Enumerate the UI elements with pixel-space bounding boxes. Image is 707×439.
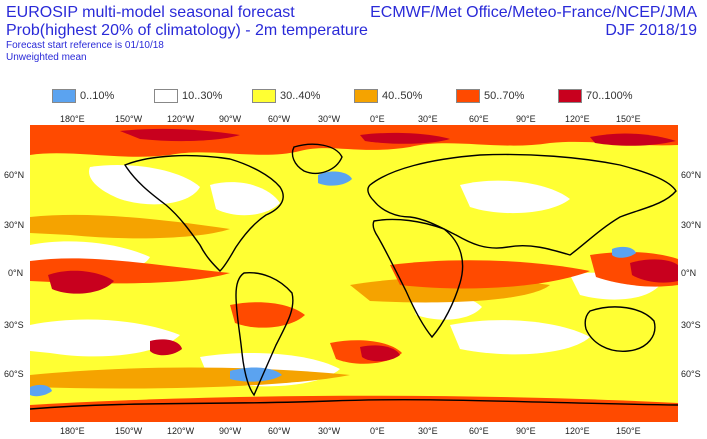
- red-indian-ocean: [390, 260, 590, 289]
- blue-w-pacific: [612, 246, 636, 258]
- legend-swatch: [154, 89, 178, 103]
- season-label: DJF 2018/19: [605, 22, 697, 39]
- darkred-s-atlantic: [360, 345, 400, 362]
- lon-label: 180°E: [60, 426, 85, 436]
- probability-map: [30, 125, 678, 422]
- lon-label: 30°E: [418, 426, 438, 436]
- legend-label: 10..30%: [182, 90, 223, 102]
- blue-south-pacific: [230, 367, 282, 382]
- red-antarctic: [30, 395, 678, 422]
- legend-item-10-30: 10..30%: [154, 88, 222, 104]
- lon-label: 30°W: [318, 114, 341, 124]
- blue-southern-west: [30, 384, 52, 397]
- lon-label: 30°W: [318, 426, 341, 436]
- title-line-2: Prob(highest 20% of climatology) - 2m te…: [6, 22, 368, 39]
- legend-label: 40..50%: [382, 90, 423, 102]
- lon-label: 60°W: [268, 114, 291, 124]
- lon-label: 60°E: [469, 426, 489, 436]
- hot-north-east: [590, 133, 676, 146]
- lat-label: 0°N: [8, 268, 24, 278]
- legend-item-70-100: 70..100%: [558, 88, 632, 104]
- right-header: ECMWF/Met Office/Meteo-France/NCEP/JMA D…: [370, 4, 697, 40]
- legend-label: 50..70%: [484, 90, 525, 102]
- darkred-w-pacific: [630, 259, 678, 283]
- lon-label: 90°E: [516, 114, 536, 124]
- lon-label: 90°E: [516, 426, 536, 436]
- legend: 0..10% 10..30% 30..40% 40..50% 50..70% 7…: [52, 88, 692, 104]
- forecast-start-ref: Forecast start reference is 01/10/18: [6, 40, 164, 51]
- lon-label: 120°W: [167, 426, 195, 436]
- lon-label: 150°W: [115, 426, 143, 436]
- lon-label: 150°E: [616, 114, 641, 124]
- lat-label: 30°N: [681, 220, 702, 230]
- lon-label: 120°E: [565, 114, 590, 124]
- legend-label: 30..40%: [280, 90, 321, 102]
- legend-label: 70..100%: [586, 90, 633, 102]
- lat-label: 0°N: [681, 268, 697, 278]
- map-svg: [30, 125, 678, 422]
- lat-label: 60°S: [681, 369, 701, 379]
- lon-label: 60°E: [469, 114, 489, 124]
- legend-label: 0..10%: [80, 90, 115, 102]
- white-n-pacific: [89, 165, 200, 205]
- orange-trop-pacific: [30, 214, 230, 239]
- legend-swatch: [456, 89, 480, 103]
- white-s-indian: [450, 320, 590, 355]
- lat-label: 30°N: [4, 220, 25, 230]
- lon-label: 120°W: [167, 114, 195, 124]
- legend-item-0-10: 0..10%: [52, 88, 114, 104]
- legend-swatch: [558, 89, 582, 103]
- lon-label: 150°E: [616, 426, 641, 436]
- legend-swatch: [52, 89, 76, 103]
- lat-label: 30°S: [4, 320, 24, 330]
- white-asia: [460, 180, 570, 214]
- lon-label: 90°W: [219, 426, 242, 436]
- legend-item-50-70: 50..70%: [456, 88, 524, 104]
- coastlines: [30, 143, 678, 410]
- lon-label: 150°W: [115, 114, 143, 124]
- lon-label: 30°E: [418, 114, 438, 124]
- blue-north-atlantic: [318, 171, 352, 186]
- hot-north-pacific: [120, 128, 240, 142]
- title-block: EUROSIP multi-model seasonal forecast Pr…: [6, 4, 368, 64]
- darkred-e-pacific: [48, 270, 114, 294]
- title-line-1: EUROSIP multi-model seasonal forecast: [6, 4, 295, 21]
- lat-label: 60°S: [4, 369, 24, 379]
- lon-label: 120°E: [565, 426, 590, 436]
- white-s-pacific: [30, 319, 180, 357]
- centres-label: ECMWF/Met Office/Meteo-France/NCEP/JMA: [370, 4, 697, 21]
- lon-label: 180°E: [60, 114, 85, 124]
- legend-item-30-40: 30..40%: [252, 88, 320, 104]
- legend-item-40-50: 40..50%: [354, 88, 422, 104]
- lat-label: 30°S: [681, 320, 701, 330]
- lon-label: 60°W: [268, 426, 291, 436]
- white-n-america: [210, 182, 280, 216]
- lon-label: 90°W: [219, 114, 242, 124]
- red-s-america: [230, 302, 305, 328]
- lon-label: 0°E: [370, 426, 385, 436]
- lat-label: 60°N: [4, 170, 25, 180]
- legend-swatch: [354, 89, 378, 103]
- lat-label: 60°N: [681, 170, 702, 180]
- lon-label: 0°E: [370, 114, 385, 124]
- hot-north-atlantic: [360, 132, 450, 144]
- darkred-s-pacific: [150, 339, 182, 356]
- weighting-note: Unweighted mean: [6, 52, 87, 63]
- legend-swatch: [252, 89, 276, 103]
